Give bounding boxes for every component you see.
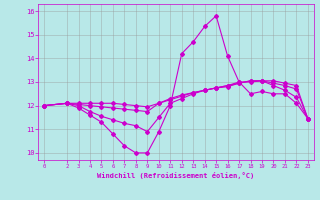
X-axis label: Windchill (Refroidissement éolien,°C): Windchill (Refroidissement éolien,°C)	[97, 172, 255, 179]
